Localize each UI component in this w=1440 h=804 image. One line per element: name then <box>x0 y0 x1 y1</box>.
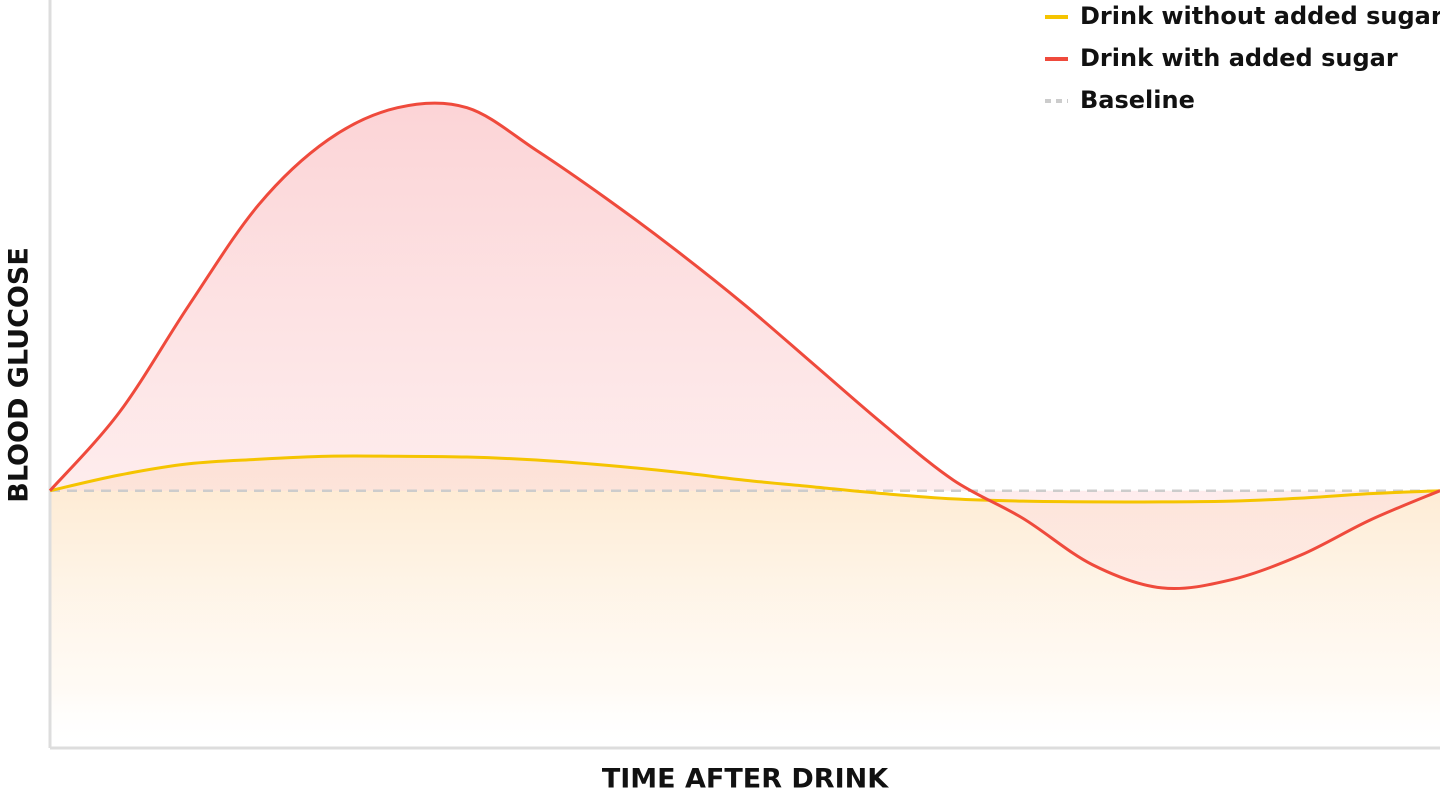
line <box>49 454 1440 504</box>
y-axis-label: BLOOD GLUCOSE <box>4 247 35 503</box>
x-axis-label: TIME AFTER DRINK <box>602 764 889 795</box>
line <box>48 101 1440 591</box>
legend-label: Baseline <box>1080 86 1195 114</box>
area-fill <box>50 103 1440 589</box>
legend-label: Drink without added sugar <box>1080 2 1440 30</box>
legend-label: Drink with added sugar <box>1080 44 1398 72</box>
